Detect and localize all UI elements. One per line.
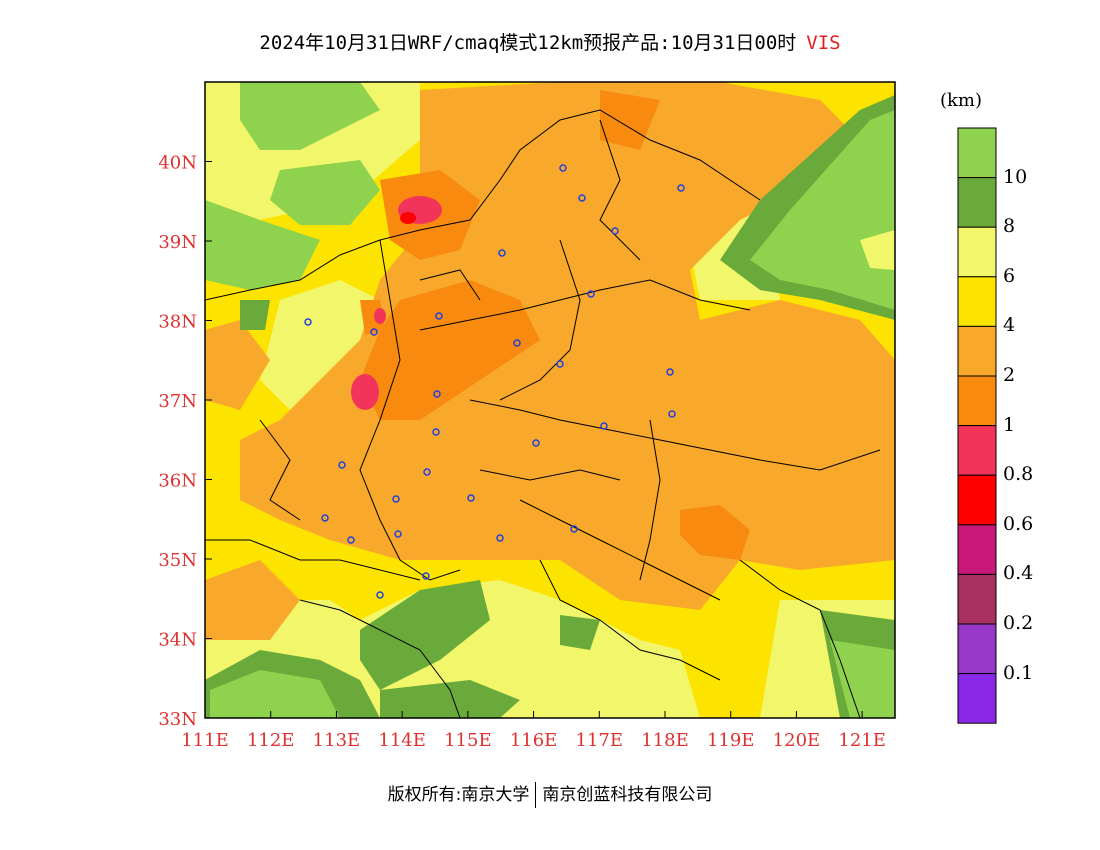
city-marker: [498, 249, 506, 257]
lon-tick-label: 115E: [444, 730, 492, 751]
lat-tick-label: 33N: [158, 709, 197, 730]
lat-tick-label: 36N: [158, 471, 197, 492]
lon-tick-label: 121E: [838, 730, 886, 751]
lat-tick-label: 39N: [158, 232, 197, 253]
city-marker: [432, 428, 440, 436]
colorbar-label: 2: [1003, 364, 1016, 386]
city-marker: [578, 194, 586, 202]
copyright-left: 版权所有:南京大学: [387, 785, 530, 805]
city-marker: [677, 184, 685, 192]
colorbar-label: 8: [1003, 215, 1016, 238]
title-variable: VIS: [806, 32, 841, 54]
city-marker: [394, 530, 402, 538]
lon-tick-label: 117E: [576, 730, 624, 751]
colorbar: [957, 127, 997, 724]
colorbar-label: 0.1: [1003, 661, 1034, 684]
lon-tick-label: 119E: [707, 730, 755, 751]
city-marker: [423, 468, 431, 476]
colorbar-label: 0.6: [1003, 512, 1034, 535]
lon-tick-label: 120E: [773, 730, 821, 751]
city-marker: [587, 290, 595, 298]
lat-tick-label: 40N: [158, 153, 197, 174]
city-marker: [422, 572, 430, 580]
city-marker: [600, 422, 608, 430]
colorbar-segment: [957, 673, 997, 724]
colorbar-segment: [957, 474, 997, 526]
city-marker: [556, 360, 564, 368]
city-marker: [370, 328, 378, 336]
colorbar-unit: (km): [940, 90, 983, 111]
city-marker: [392, 495, 400, 503]
lon-tick-label: 113E: [313, 730, 361, 751]
lon-tick-label: 114E: [378, 730, 426, 751]
lon-tick-label: 118E: [641, 730, 689, 751]
colorbar-segment: [957, 127, 997, 179]
colorbar-label: 10: [1003, 165, 1028, 188]
map-axes: 111E 112E 113E 114E 115E 116E 117E 118E 119E 120E…: [158, 153, 886, 752]
city-marker: [376, 591, 384, 599]
colorbar-label: 0.8: [1003, 463, 1034, 486]
city-markers: [304, 164, 685, 599]
colorbar-segment: [957, 524, 997, 575]
city-marker: [559, 164, 567, 172]
city-marker: [496, 534, 504, 542]
city-marker: [513, 339, 521, 347]
copyright-right: 南京创蓝科技有限公司: [542, 785, 713, 805]
city-marker: [611, 227, 619, 235]
city-marker: [532, 439, 540, 447]
colorbar-label: 0.2: [1003, 612, 1034, 634]
colorbar-segment: [957, 375, 997, 427]
map-fields: [205, 82, 895, 718]
city-marker: [433, 390, 441, 398]
colorbar-label: 0.4: [1003, 562, 1034, 585]
colorbar-label: 4: [1003, 314, 1016, 337]
colorbar-segment: [957, 573, 997, 625]
city-marker: [467, 494, 475, 502]
city-marker: [321, 514, 329, 522]
lat-tick-label: 35N: [158, 550, 197, 571]
lon-tick-label: 111E: [181, 730, 229, 751]
copyright-footer: 版权所有:南京大学 南京创蓝科技有限公司: [0, 780, 1100, 808]
map-title: 2024年10月31日WRF/cmaq模式12km预报产品:10月31日00时 V…: [0, 28, 1100, 55]
lat-tick-label: 38N: [158, 312, 197, 333]
city-marker: [347, 536, 355, 544]
city-marker: [570, 525, 578, 533]
lat-tick-label: 37N: [158, 391, 197, 412]
lat-tick-label: 34N: [158, 630, 197, 651]
colorbar-label: 6: [1003, 264, 1016, 287]
lon-tick-label: 112E: [247, 730, 295, 751]
province-boundaries: [205, 109, 881, 718]
footer-divider: [535, 782, 537, 808]
lon-tick-label: 116E: [510, 730, 558, 751]
city-marker: [304, 318, 312, 326]
colorbar-segment: [957, 276, 997, 327]
colorbar-segment: [957, 623, 997, 675]
colorbar-segment: [957, 177, 997, 228]
colorbar-segment: [957, 226, 997, 278]
city-marker: [338, 461, 346, 469]
title-main: 2024年10月31日WRF/cmaq模式12km预报产品:10月31日00时: [259, 32, 797, 54]
city-marker: [435, 312, 443, 320]
colorbar-label: 1: [1003, 413, 1016, 436]
colorbar-segment: [957, 325, 997, 377]
city-marker: [666, 368, 674, 376]
city-marker: [668, 410, 676, 418]
colorbar-segment: [957, 425, 997, 476]
